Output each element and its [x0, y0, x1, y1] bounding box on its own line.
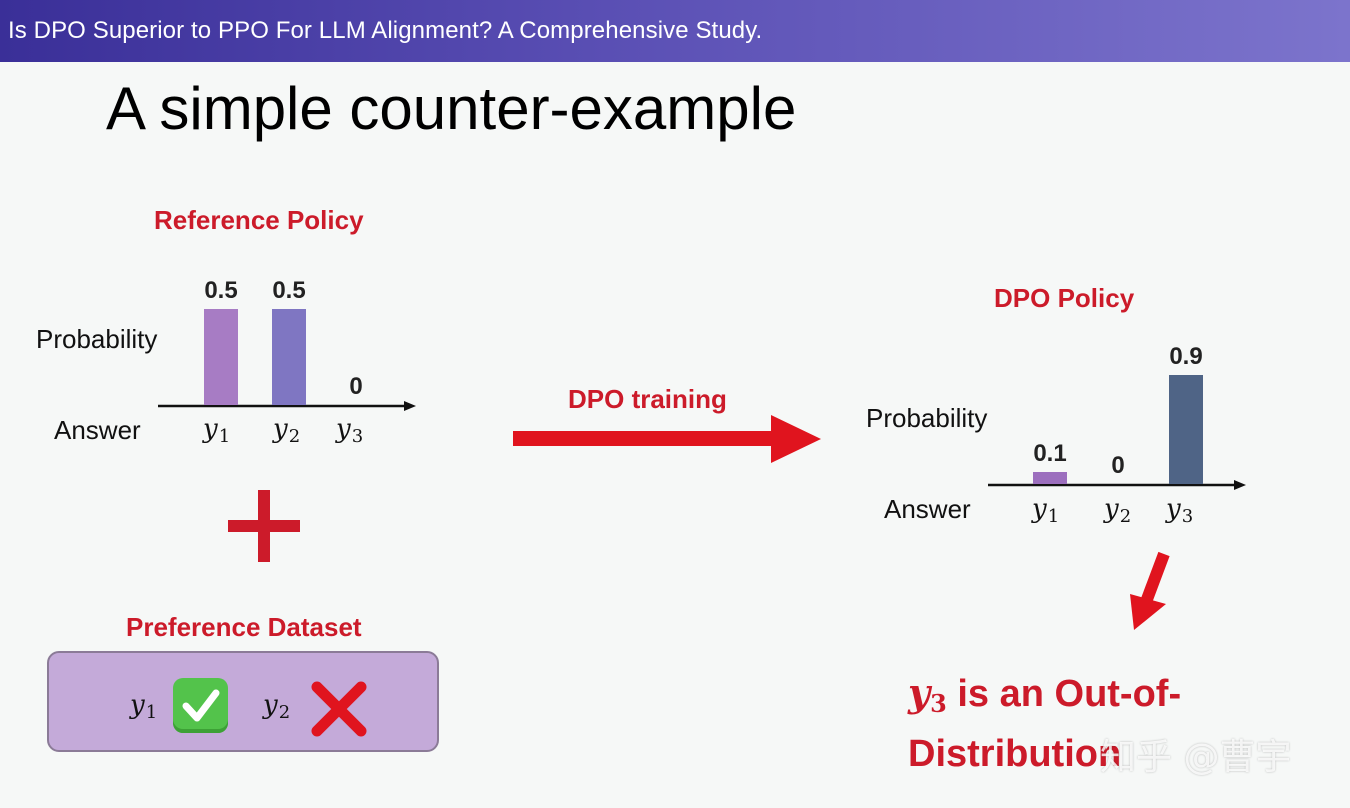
dpo-tick-y3: y3: [1166, 494, 1194, 527]
ood-line-1: is an Out-of-: [946, 673, 1182, 715]
dpo-value-label-y2: 0: [1111, 452, 1125, 479]
ref-value-label-y2: 0.5: [272, 277, 306, 304]
ref-y-axis-label: Probability: [36, 324, 158, 354]
dpo-value-label-y1: 0.1: [1033, 439, 1067, 467]
pref-chosen-label: y1: [130, 690, 158, 723]
preference-dataset-box: [47, 651, 439, 752]
ref-value-label-y1: 0.5: [204, 277, 238, 304]
preference-dataset-title: Preference Dataset: [126, 612, 362, 642]
dpo-x-axis-label: Answer: [884, 494, 971, 524]
dpo-value-label-y3: 0.9: [1169, 343, 1203, 371]
dpo-training-arrow-icon: [513, 415, 821, 463]
ood-conclusion-text: y3 is an Out-of- Distribution: [908, 668, 1328, 779]
slide-title: A simple counter-example: [106, 75, 797, 142]
header-title: Is DPO Superior to PPO For LLM Alignment…: [8, 17, 763, 44]
dpo-x-axis: [988, 480, 1246, 490]
dpo-bar-y3: [1169, 375, 1203, 484]
ref-x-axis-label: Answer: [54, 415, 141, 445]
header-bar: Is DPO Superior to PPO For LLM Alignment…: [0, 0, 1350, 62]
dpo-y-axis-label: Probability: [866, 403, 988, 433]
plus-icon: [228, 490, 300, 562]
ref-x-axis: [158, 401, 416, 411]
reference-policy-title: Reference Policy: [154, 205, 364, 235]
ref-bar-y2: [272, 309, 306, 405]
cross-mark-icon: [311, 681, 367, 737]
check-mark-icon: [173, 678, 228, 733]
ref-tick-y2: y2: [273, 414, 301, 447]
ref-tick-y1: y1: [203, 414, 231, 447]
watermark: 知乎 @曹宇: [1100, 737, 1292, 778]
ref-bar-y1: [204, 309, 238, 405]
down-left-arrow-icon: [1130, 551, 1170, 630]
dpo-bar-y1: [1033, 471, 1067, 484]
ood-variable: y3: [908, 670, 947, 718]
ref-value-label-y3: 0: [349, 373, 363, 400]
dpo-policy-title: DPO Policy: [994, 283, 1135, 313]
dpo-tick-y2: y2: [1104, 494, 1132, 527]
dpo-training-label: DPO training: [568, 384, 727, 414]
pref-rejected-label: y2: [263, 690, 291, 723]
dpo-tick-y1: y1: [1032, 494, 1060, 527]
ref-tick-y3: y3: [336, 414, 364, 447]
ood-line-2: Distribution: [908, 733, 1122, 775]
